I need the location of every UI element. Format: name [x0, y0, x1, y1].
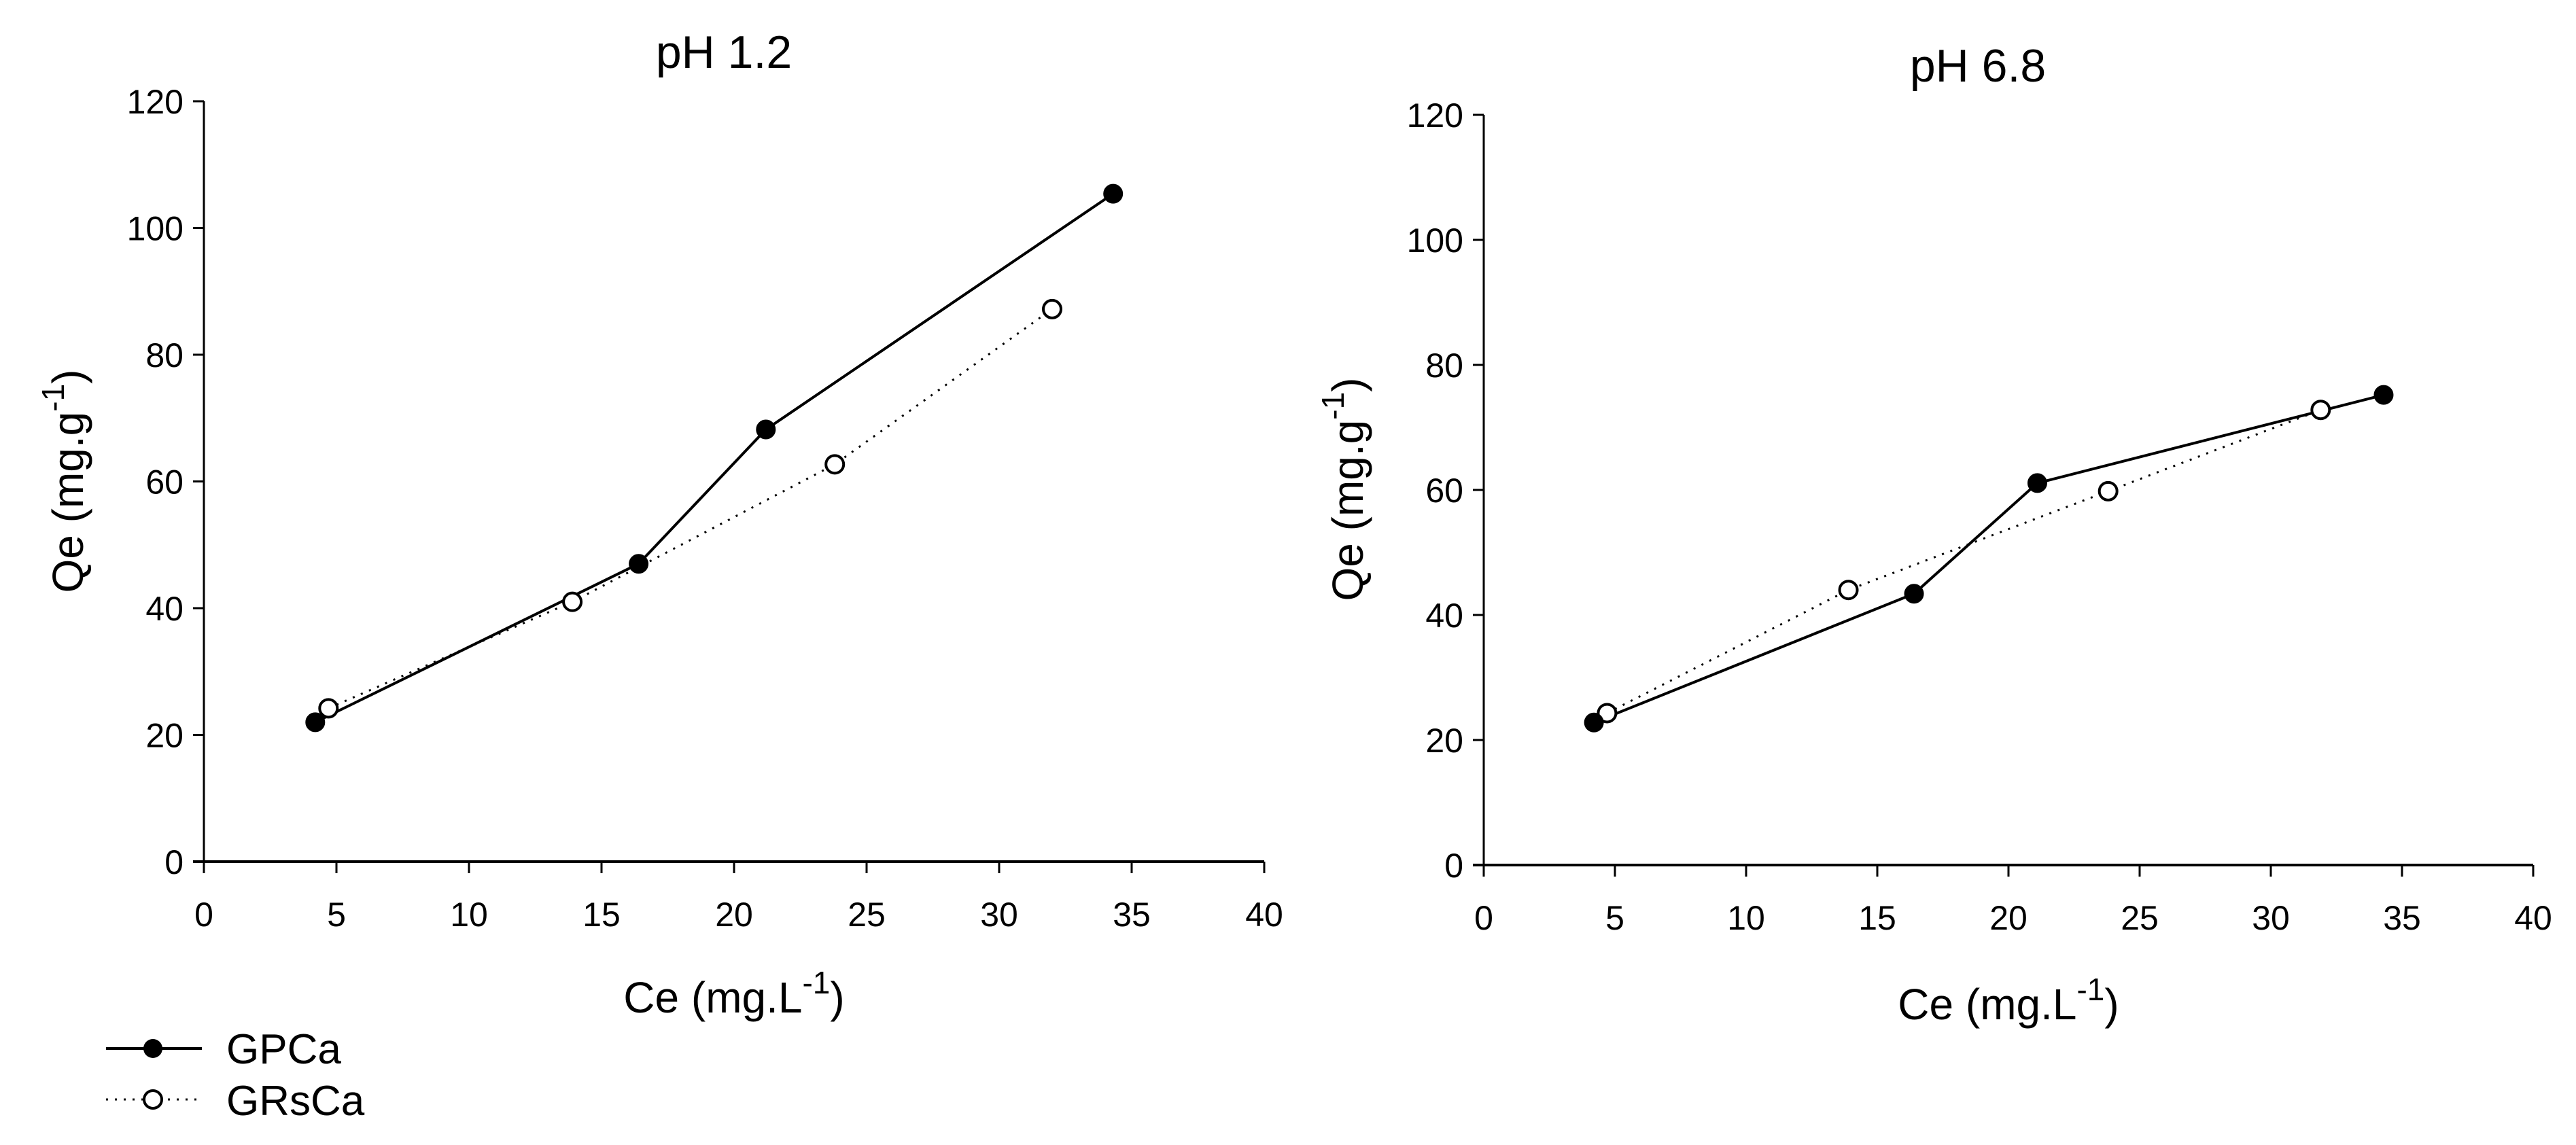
x-tick-label: 0: [1474, 899, 1493, 937]
data-point-grsca: [2310, 400, 2331, 421]
y-tick-label: 100: [127, 210, 184, 248]
chart-title: pH 6.8: [1910, 40, 2046, 92]
x-tick-label: 0: [194, 896, 213, 934]
data-point-grsca: [2098, 480, 2119, 501]
data-point-gpca: [2027, 473, 2047, 493]
series-line-gpca: [314, 192, 1114, 724]
y-tick-label: 60: [145, 463, 184, 501]
x-tick-labels: 0 5 10 15 20 25 30 35 40: [1474, 899, 2552, 937]
chart-ph-1-2: pH 1.2 0 5 10 15 20 25 30 35 40 020406080100120 …: [35, 27, 1283, 1022]
y-tick-labels: 0 20 40 60 80 100 120: [127, 83, 184, 881]
data-point-gpca: [305, 712, 326, 733]
data-point-gpca: [1103, 183, 1124, 204]
y-tick-label: 80: [1425, 347, 1463, 385]
axes: [193, 100, 1266, 873]
y-axis-label: Qe (mg.g-1): [35, 370, 92, 593]
filled-circle-marker-icon: [143, 1039, 162, 1058]
data-point-grsca: [318, 698, 339, 719]
y-axis-label: Qe (mg.g-1): [1315, 378, 1372, 601]
x-axis-label: Ce (mg.L-1): [1898, 972, 2119, 1029]
x-tick-label: 5: [327, 896, 346, 934]
legend-label: GPCa: [226, 1026, 341, 1073]
y-tick-label: 0: [164, 843, 184, 881]
data-point-grsca: [1597, 703, 1618, 724]
x-tick-label: 10: [450, 896, 488, 934]
y-tick-label: 100: [1407, 222, 1463, 260]
x-tick-label: 30: [2252, 899, 2290, 937]
y-tick-label: 120: [1407, 96, 1463, 135]
open-circle-marker-icon: [143, 1089, 163, 1110]
data-point-grsca: [824, 454, 846, 475]
legend-item-grsca: GRsCa: [106, 1078, 365, 1125]
x-tick-label: 40: [1245, 896, 1283, 934]
x-tick-label: 25: [2121, 899, 2159, 937]
data-point-gpca: [629, 554, 649, 574]
y-tick-label: 80: [145, 336, 184, 374]
x-tick-label: 35: [1113, 896, 1151, 934]
data-series: [1584, 385, 2394, 733]
x-tick-label: 40: [2514, 899, 2552, 937]
x-tick-label: 20: [715, 896, 753, 934]
x-tick-label: 10: [1727, 899, 1765, 937]
chart-title: pH 1.2: [656, 27, 792, 78]
x-axis-label: Ce (mg.L-1): [623, 965, 844, 1022]
series-line-gpca: [1593, 393, 2384, 724]
data-point-gpca: [756, 419, 776, 440]
x-tick-label: 30: [980, 896, 1018, 934]
y-tick-label: 40: [1425, 597, 1463, 635]
data-point-gpca: [1584, 712, 1604, 733]
y-tick-label: 20: [1425, 722, 1463, 760]
x-tick-label: 5: [1605, 899, 1624, 937]
data-point-gpca: [2373, 385, 2394, 405]
chart-ph-6-8: pH 6.8 0 5 10 15 20 25 30 35 40 020406080100120 …: [1315, 40, 2552, 1029]
x-tick-label: 25: [848, 896, 886, 934]
y-tick-label: 60: [1425, 472, 1463, 510]
data-point-grsca: [562, 591, 583, 612]
data-point-grsca: [1042, 298, 1062, 319]
y-tick-label: 120: [127, 83, 184, 121]
x-tick-label: 35: [2383, 899, 2421, 937]
data-point-grsca: [1838, 580, 1859, 601]
series-line-grsca: [1606, 408, 2321, 714]
legend-label: GRsCa: [226, 1078, 365, 1125]
axes: [1473, 113, 2535, 877]
x-tick-label: 15: [1858, 899, 1896, 937]
data-series: [305, 183, 1124, 733]
data-point-gpca: [1904, 584, 1924, 604]
x-tick-label: 15: [582, 896, 621, 934]
y-tick-label: 40: [145, 590, 184, 628]
legend-item-gpca: GPCa: [106, 1026, 341, 1073]
y-tick-label: 20: [145, 717, 184, 755]
y-tick-label: 0: [1444, 847, 1463, 885]
x-tick-labels: 0 5 10 15 20 25 30 35 40: [194, 896, 1283, 934]
legend: GPCa GRsCa: [106, 1026, 365, 1125]
x-tick-label: 20: [1989, 899, 2027, 937]
y-tick-labels: 0 20 40 60 80 100 120: [1407, 96, 1463, 885]
